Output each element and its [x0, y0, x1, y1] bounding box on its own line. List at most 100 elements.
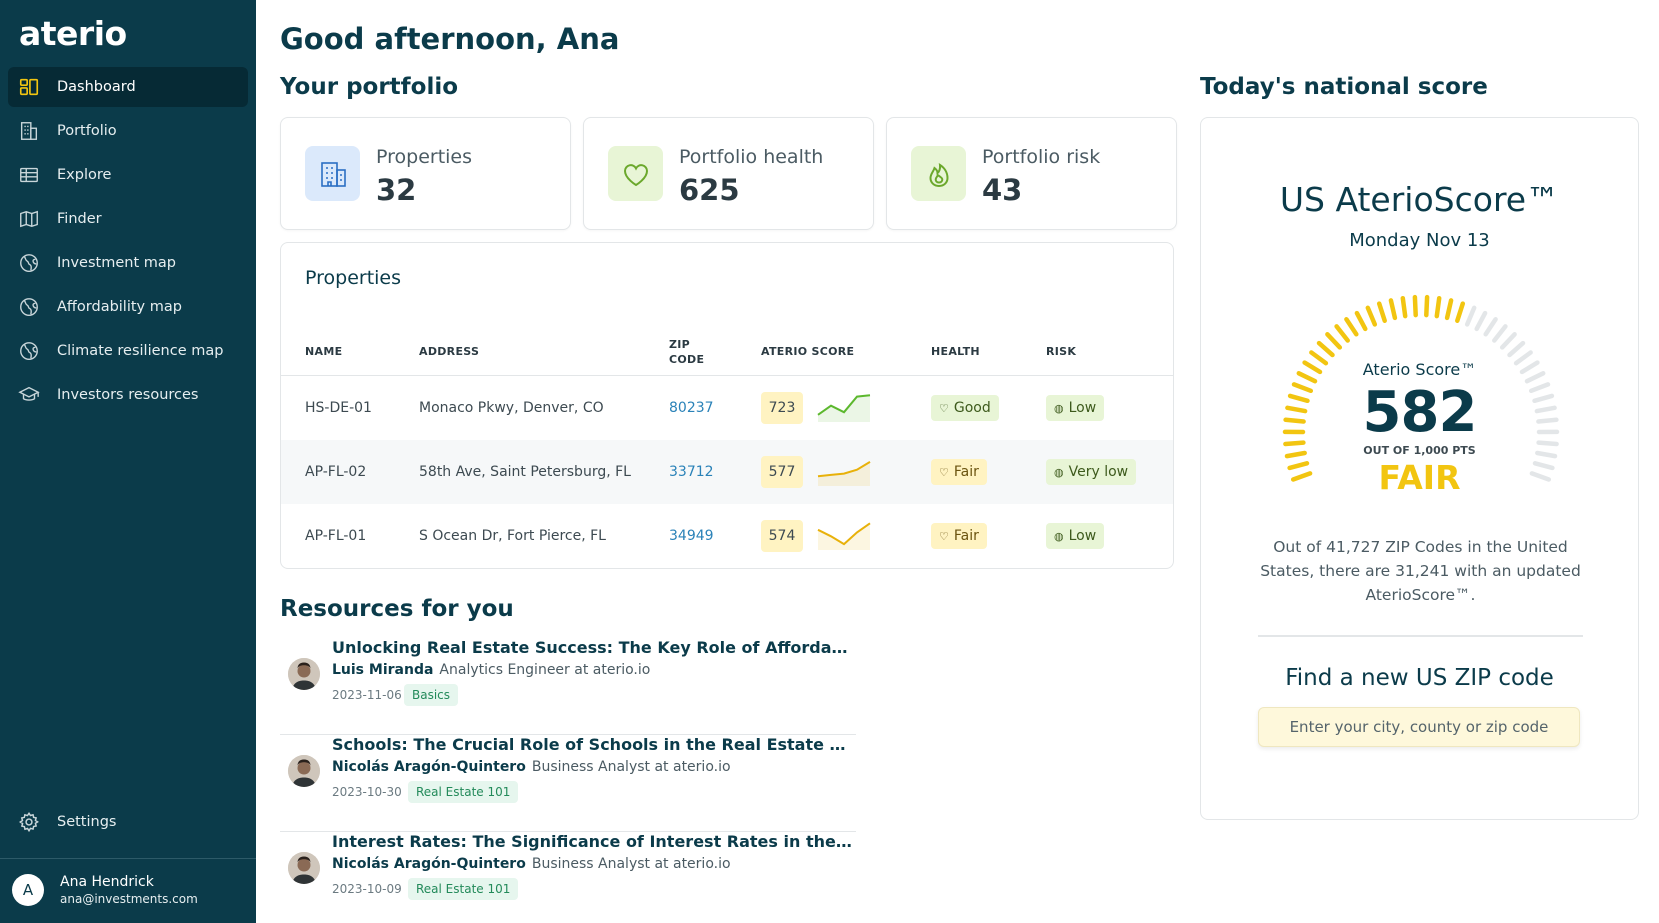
author-role: Analytics Engineer at aterio.io — [439, 662, 651, 678]
sidebar-item-settings[interactable]: Settings — [8, 802, 248, 842]
health-badge: ♡ Fair — [931, 459, 987, 485]
sidebar-item-affordability-map[interactable]: Affordability map — [8, 287, 248, 327]
property-name[interactable]: HS-DE-01 — [305, 400, 372, 416]
sidebar-item-label: Investment map — [57, 255, 176, 271]
resource-item[interactable]: Schools: The Crucial Role of Schools in … — [280, 735, 856, 832]
resource-title-link[interactable]: Unlocking Real Estate Success: The Key R… — [332, 638, 854, 657]
stat-card-properties[interactable]: Properties 32 — [280, 117, 571, 230]
property-name[interactable]: AP-FL-02 — [305, 464, 367, 480]
sparkline-line — [817, 461, 871, 478]
sidebar-item-climate-resilience-map[interactable]: Climate resilience map — [8, 331, 248, 371]
user-profile[interactable]: A Ana Hendrick ana@investments.com — [12, 874, 198, 906]
sidebar-item-label: Climate resilience map — [57, 343, 224, 359]
sidebar-item-investors-resources[interactable]: Investors resources — [8, 375, 248, 415]
score-trend-sparkline — [817, 394, 871, 422]
sidebar-item-portfolio[interactable]: Portfolio — [8, 111, 248, 151]
property-zip-link[interactable]: 80237 — [669, 400, 714, 416]
resource-tag[interactable]: Basics — [404, 684, 459, 706]
gauge-tick — [1400, 295, 1408, 319]
risk-badge: ◍ Very low — [1046, 459, 1137, 485]
gauge-tick — [1287, 461, 1310, 471]
table-row[interactable]: HS-DE-01 Monaco Pkwy, Denver, CO 80237 723 ♡… — [281, 376, 1173, 440]
properties-table-card: Properties NAME ADDRESS ZIP CODE ATERIO … — [280, 242, 1174, 569]
sparkline-line — [817, 394, 871, 416]
sidebar-item-explore[interactable]: Explore — [8, 155, 248, 195]
aterio-logo[interactable]: aterio — [19, 14, 127, 53]
table-header-divider — [281, 375, 1173, 376]
table-row[interactable]: AP-FL-01 S Ocean Dr, Fort Pierce, FL 34949… — [281, 504, 1173, 568]
gauge-tick — [1532, 393, 1555, 404]
gauge-tick — [1519, 360, 1540, 375]
sidebar-item-label: Finder — [57, 211, 102, 227]
resource-author: Nicolás Aragón-Quintero Business Analyst … — [332, 759, 731, 775]
gauge-tick — [1444, 298, 1454, 321]
gauge-tick — [1412, 294, 1418, 318]
property-zip-link[interactable]: 34949 — [669, 528, 714, 544]
gauge-rating: FAIR — [1378, 458, 1461, 497]
sparkline-area — [818, 523, 870, 550]
sidebar: aterio Dashboard Portfolio Explore Finder In… — [0, 0, 256, 923]
author-name: Nicolás Aragón-Quintero — [332, 759, 526, 775]
gauge-tick — [1536, 440, 1559, 447]
table-row[interactable]: AP-FL-02 58th Ave, Saint Petersburg, FL 33… — [281, 440, 1173, 504]
gauge-tick — [1529, 471, 1552, 482]
fire-icon: ◍ — [1054, 529, 1064, 543]
sidebar-item-finder[interactable]: Finder — [8, 199, 248, 239]
globe-icon — [18, 340, 40, 362]
author-name: Luis Miranda — [332, 662, 434, 678]
gauge-tick — [1309, 350, 1329, 366]
globe-icon — [18, 296, 40, 318]
resource-title-link[interactable]: Schools: The Crucial Role of Schools in … — [332, 735, 854, 754]
risk-badge: ◍ Low — [1046, 523, 1105, 549]
gauge-tick — [1424, 294, 1430, 318]
national-score-card: US AterioScore™ Monday Nov 13 Aterio Sco… — [1200, 117, 1639, 820]
gauge-tick — [1513, 350, 1533, 366]
property-zip-link[interactable]: 33712 — [669, 464, 714, 480]
national-score-description: Out of 41,727 ZIP Codes in the United St… — [1260, 538, 1581, 604]
sidebar-item-dashboard[interactable]: Dashboard — [8, 67, 248, 107]
properties-title: Properties — [305, 267, 402, 289]
zip-search-input[interactable] — [1258, 707, 1580, 747]
fire-icon: ◍ — [1054, 465, 1064, 479]
stat-card-risk[interactable]: Portfolio risk 43 — [886, 117, 1177, 230]
gauge-tick — [1344, 317, 1359, 337]
gauge-tick — [1334, 324, 1350, 343]
sidebar-item-label: Affordability map — [57, 299, 182, 315]
author-name: Nicolás Aragón-Quintero — [332, 856, 526, 872]
building-icon — [18, 120, 40, 142]
resource-item[interactable]: Interest Rates: The Significance of Inte… — [280, 832, 856, 923]
health-badge: ♡ Fair — [931, 523, 987, 549]
gauge-tick — [1474, 310, 1488, 332]
resource-item[interactable]: Unlocking Real Estate Success: The Key R… — [280, 638, 856, 735]
sidebar-item-label: Portfolio — [57, 123, 117, 139]
score-gauge — [1282, 294, 1560, 482]
column-header-health: HEALTH — [931, 345, 980, 358]
avatar: A — [12, 874, 44, 906]
gauge-tick — [1536, 417, 1559, 424]
gauge-tick — [1507, 340, 1526, 358]
column-header-score: ATERIO SCORE — [761, 345, 855, 358]
score-badge: 723 — [761, 392, 803, 424]
gauge-tick — [1283, 417, 1306, 424]
author-avatar — [288, 852, 320, 884]
sidebar-item-investment-map[interactable]: Investment map — [8, 243, 248, 283]
resource-tag[interactable]: Real Estate 101 — [408, 878, 519, 900]
building-icon — [305, 146, 360, 201]
gauge-tick — [1354, 310, 1368, 332]
resource-date: 2023-10-30 — [332, 785, 402, 799]
resource-tag[interactable]: Real Estate 101 — [408, 781, 519, 803]
gauge-tick — [1316, 340, 1335, 358]
resource-date: 2023-11-06 — [332, 688, 402, 702]
stat-value: 32 — [376, 173, 417, 207]
gauge-tick — [1302, 360, 1323, 375]
stat-card-health[interactable]: Portfolio health 625 — [583, 117, 874, 230]
property-name[interactable]: AP-FL-01 — [305, 528, 367, 544]
graduation-cap-icon — [18, 384, 40, 406]
sidebar-nav: Dashboard Portfolio Explore Finder Investmen… — [8, 67, 248, 419]
gauge-tick — [1524, 371, 1546, 384]
health-badge: ♡ Good — [931, 395, 999, 421]
resources-heading: Resources for you — [280, 596, 514, 622]
gauge-tick — [1285, 405, 1308, 414]
user-name: Ana Hendrick — [60, 874, 154, 890]
resource-title-link[interactable]: Interest Rates: The Significance of Inte… — [332, 832, 854, 851]
